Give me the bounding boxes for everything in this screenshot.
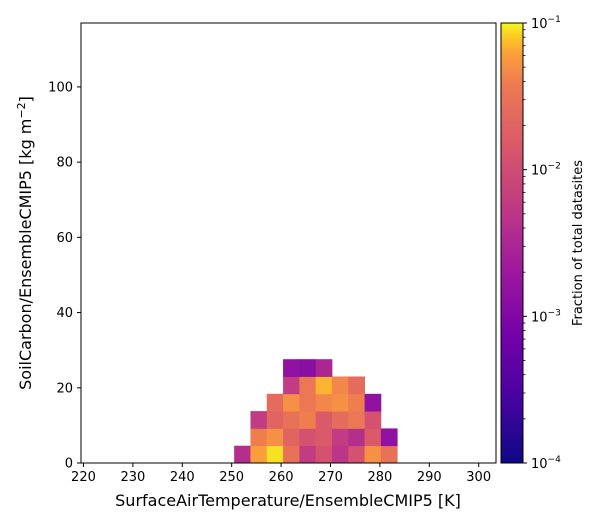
heatmap-cell [283, 428, 300, 447]
heatmap-cell [315, 359, 333, 377]
heatmap-cell [266, 411, 284, 429]
heatmap-cell [348, 445, 365, 464]
heatmap-cells [234, 359, 398, 464]
x-tick-label: 300 [466, 470, 491, 485]
x-tick-label: 220 [71, 470, 96, 485]
heatmap-cell [283, 393, 300, 412]
y-tick-label: 100 [48, 80, 73, 95]
heatmap-cell [364, 393, 382, 412]
x-tick-label: 250 [219, 470, 244, 485]
heatmap-cell [331, 393, 349, 412]
colorbar-label: Fraction of total datasites [571, 160, 586, 326]
colorbar-tick-label: 10−3 [531, 308, 561, 325]
heatmap-cell [331, 376, 349, 395]
colorbar-tick-label: 10−1 [531, 15, 561, 32]
colorbar-gradient [501, 23, 523, 463]
heatmap-cell [331, 411, 349, 429]
heatmap-cell [331, 428, 349, 447]
heatmap-cell [315, 445, 333, 464]
heatmap-cell [283, 411, 300, 429]
heatmap-cell [250, 445, 268, 464]
x-tick-label: 230 [120, 470, 145, 485]
heatmap-cell [364, 411, 382, 429]
heatmap-cell [283, 376, 300, 395]
heatmap-cell [250, 411, 268, 429]
x-tick-label: 240 [170, 470, 195, 485]
plot-frame [80, 22, 497, 464]
y-tick-label: 80 [56, 156, 73, 171]
y-tick-label: 20 [56, 381, 73, 396]
x-tick-label: 260 [269, 470, 294, 485]
heatmap-cell [250, 428, 268, 447]
heatmap-cell [283, 445, 300, 464]
x-axis-label: SurfaceAirTemperature/EnsembleCMIP5 [K] [115, 491, 461, 510]
colorbar-tick-label: 10−2 [531, 162, 561, 179]
heatmap-cell [299, 428, 317, 447]
colorbar-frame [500, 22, 524, 464]
heatmap-cell [348, 376, 365, 395]
heatmap-cell [380, 428, 398, 447]
y-axis-label-close: ] [16, 96, 35, 102]
y-axis-label-superscript: −2 [15, 102, 28, 118]
heatmap-cell [299, 411, 317, 429]
heatmap-cell [348, 393, 365, 412]
x-tick-label: 290 [417, 470, 442, 485]
x-tick-label: 270 [318, 470, 343, 485]
heatmap-cell [315, 428, 333, 447]
colorbar-ticks: 10−1 10−2 10−3 10−4 [523, 15, 561, 472]
y-tick-label: 60 [56, 231, 73, 246]
x-tick-label: 280 [367, 470, 392, 485]
heatmap-cell [315, 393, 333, 412]
heatmap-cell [283, 359, 300, 377]
heatmap-cell [299, 393, 317, 412]
y-tick-label: 40 [56, 306, 73, 321]
heatmap-cell [331, 445, 349, 464]
heatmap-cell [348, 428, 365, 447]
y-axis-label: SoilCarbon/EnsembleCMIP5 [kg m−2] [15, 96, 35, 390]
heatmap-cell [315, 376, 333, 395]
heatmap-cell [266, 445, 284, 464]
heatmap-cell [266, 428, 284, 447]
heatmap-cell [299, 359, 317, 377]
heatmap-cell [348, 411, 365, 429]
heatmap-cell [299, 445, 317, 464]
heatmap-cell [364, 445, 382, 464]
colorbar-tick-label: 10−4 [531, 455, 561, 472]
heatmap-cell [364, 428, 382, 447]
heatmap-cell [315, 411, 333, 429]
x-axis-ticks: 220 230 240 250 260 270 280 290 300 [71, 463, 491, 485]
heatmap-cell [266, 393, 284, 412]
y-axis-ticks: 0 20 40 60 80 100 [48, 80, 81, 472]
y-axis-label-base: SoilCarbon/EnsembleCMIP5 [kg m [16, 119, 35, 390]
y-tick-label: 0 [65, 457, 73, 472]
heatmap-cell [299, 376, 317, 395]
heatmap-cell [380, 445, 398, 464]
heatmap-cell [234, 445, 251, 464]
